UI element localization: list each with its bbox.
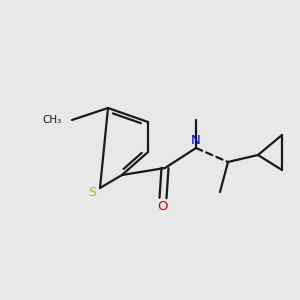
Text: O: O	[158, 200, 168, 212]
Text: N: N	[191, 134, 201, 148]
Text: S: S	[88, 185, 96, 199]
Text: CH₃: CH₃	[43, 115, 62, 125]
